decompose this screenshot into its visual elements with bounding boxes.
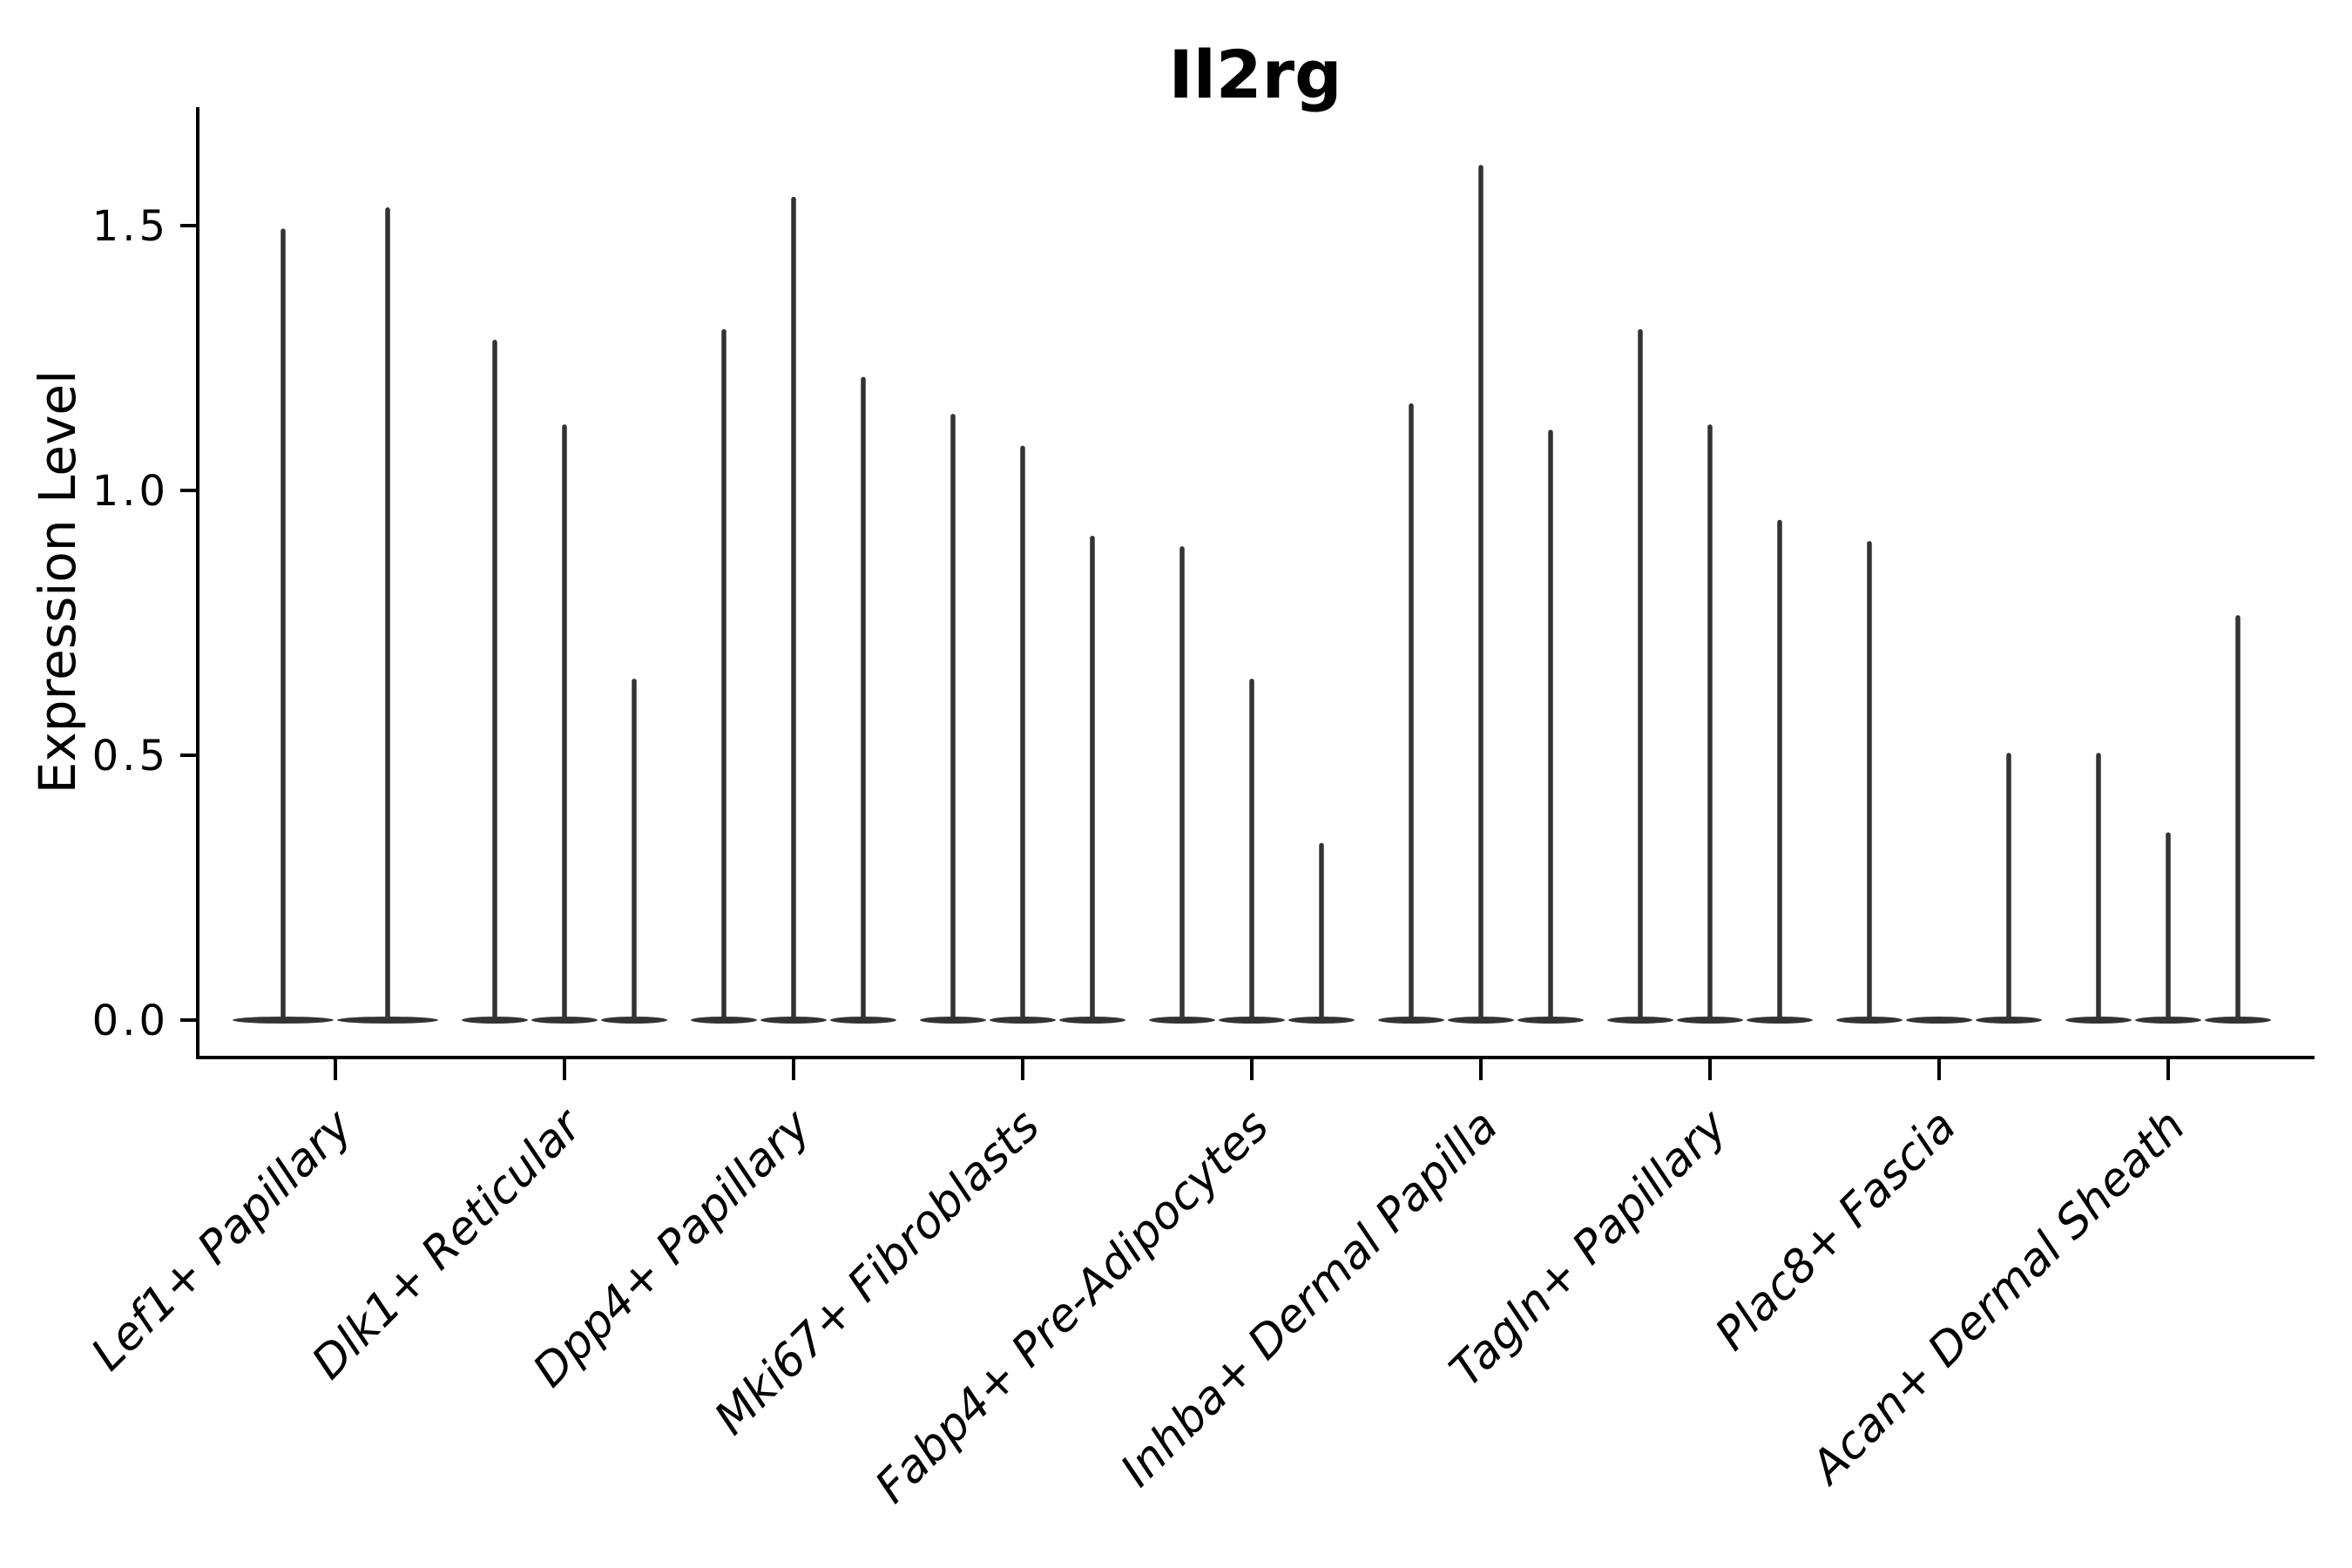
x-tick-label: Fabp4+ Pre-Adipocytes bbox=[866, 1100, 1280, 1514]
y-tick-label: 1.5 bbox=[92, 202, 169, 251]
x-axis-ticks bbox=[334, 1059, 2170, 1080]
violin-group bbox=[2065, 615, 2271, 1024]
y-tick-label: 0.5 bbox=[92, 732, 169, 781]
violin-group bbox=[920, 414, 1125, 1024]
x-tick-label: Inhba+ Dermal Papilla bbox=[1111, 1100, 1508, 1497]
violin-group bbox=[1378, 165, 1584, 1024]
violin-group bbox=[233, 207, 438, 1024]
violin-group bbox=[1607, 328, 1813, 1024]
x-tick-label: Acan+ Dermal Sheath bbox=[1800, 1100, 2195, 1496]
chart-title: Il2rg bbox=[1168, 36, 1342, 113]
violin-group bbox=[1149, 546, 1355, 1024]
violin-group bbox=[1836, 541, 2042, 1024]
violin-group bbox=[691, 196, 896, 1024]
violin-series bbox=[233, 165, 2271, 1024]
y-tick-label: 1.0 bbox=[92, 467, 169, 516]
violin-zero-density bbox=[1906, 1017, 1972, 1024]
y-axis-label: Expression Level bbox=[28, 370, 87, 794]
x-tick-label: Plac8+ Fascia bbox=[1706, 1100, 1966, 1361]
y-tick-label: 0.0 bbox=[92, 997, 169, 1045]
violin-group bbox=[462, 340, 667, 1024]
y-axis-ticks: 0.0 0.5 1.0 1.5 bbox=[92, 202, 198, 1045]
